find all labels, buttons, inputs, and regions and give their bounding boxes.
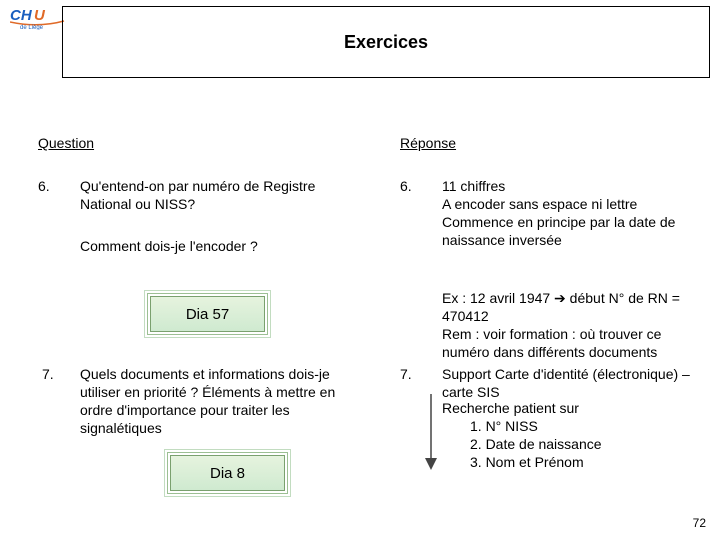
r6-number: 6.: [400, 178, 412, 194]
dia-57-label: Dia 57: [186, 306, 229, 323]
q7-number: 7.: [42, 366, 54, 382]
q7-text: Quels documents et informations dois-je …: [80, 366, 360, 438]
q6-text-1: Qu'entend-on par numéro de Registre Nati…: [80, 178, 345, 214]
r6-text-2: Ex : 12 avril 1947 ➔ début N° de RN = 47…: [442, 290, 712, 362]
question-header: Question: [38, 135, 94, 151]
svg-text:de Liège: de Liège: [20, 25, 44, 30]
arrow-down-icon: [422, 392, 440, 472]
title-box: Exercices: [62, 6, 710, 78]
page-number: 72: [693, 516, 706, 530]
r7-text-1: Support Carte d'identité (électronique) …: [442, 366, 712, 402]
slide: CH U de Liège Exercices Question Réponse…: [0, 0, 720, 540]
svg-text:CH: CH: [10, 7, 33, 24]
dia-57-button[interactable]: Dia 57: [150, 296, 265, 332]
q6-number: 6.: [38, 178, 50, 194]
q6-text-2: Comment dois-je l'encoder ?: [80, 238, 345, 256]
dia-8-label: Dia 8: [210, 465, 245, 482]
svg-text:U: U: [34, 7, 46, 24]
chu-liege-logo: CH U de Liège: [10, 6, 66, 30]
response-header: Réponse: [400, 135, 456, 151]
r7-list: 1. N° NISS 2. Date de naissance 3. Nom e…: [470, 418, 710, 472]
r7-number: 7.: [400, 366, 412, 382]
slide-title: Exercices: [344, 32, 428, 53]
r7-text-2: Recherche patient sur: [442, 400, 712, 418]
r6-text-1: 11 chiffres A encoder sans espace ni let…: [442, 178, 712, 250]
dia-8-button[interactable]: Dia 8: [170, 455, 285, 491]
